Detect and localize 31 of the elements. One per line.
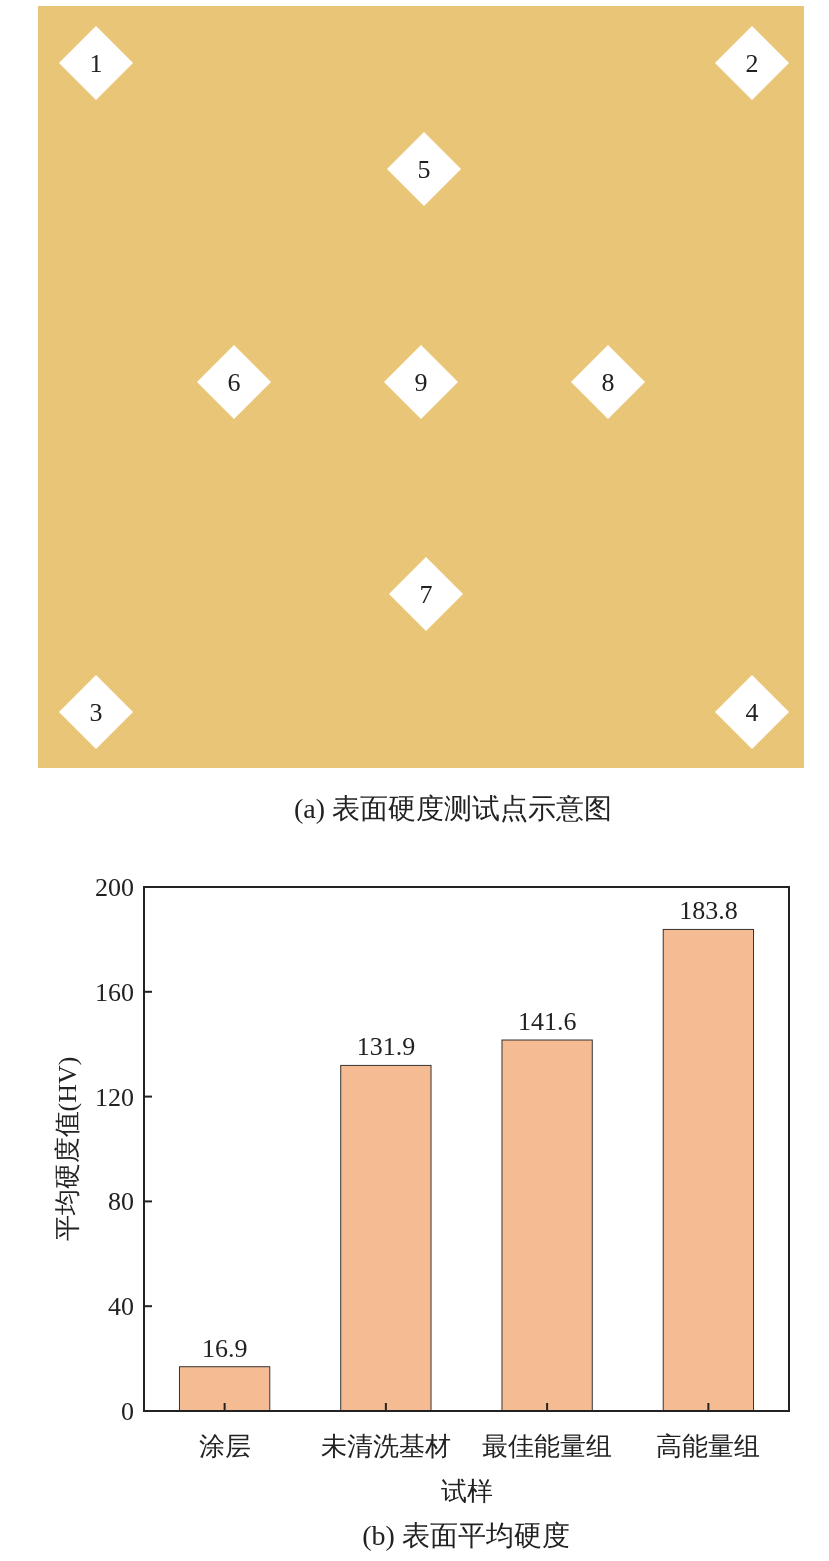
bar — [501, 1039, 593, 1412]
y-tick-label: 160 — [95, 977, 134, 1007]
text: 9 — [414, 368, 428, 397]
text: (b) 表面平均硬度 — [362, 1520, 570, 1551]
data-label: 16.9 — [201, 1333, 248, 1363]
text: (a) 表面硬度测试点示意图 — [293, 793, 613, 824]
bar — [178, 1366, 271, 1412]
text: 5 — [417, 155, 431, 184]
data-label: 183.8 — [679, 896, 738, 926]
text: 7 — [419, 580, 433, 609]
text: 3 — [89, 698, 103, 727]
y-tick-label: 40 — [108, 1292, 134, 1322]
x-tick-label: 未清洗基材 — [320, 1432, 451, 1461]
text: 4 — [745, 698, 759, 727]
bar — [662, 928, 755, 1412]
data-label: 141.6 — [517, 1007, 577, 1037]
text: 6 — [227, 368, 241, 397]
y-tick-label: 80 — [108, 1187, 134, 1217]
text: 2 — [745, 49, 759, 78]
y-tick-label: 120 — [95, 1082, 134, 1112]
x-tick-label: 最佳能量组 — [482, 1432, 613, 1461]
text: 8 — [601, 368, 615, 397]
bar — [340, 1064, 432, 1412]
x-axis-title: 试样 — [440, 1477, 493, 1506]
text: 1 — [89, 49, 103, 78]
y-axis-title: 平均硬度值(HV) — [53, 1056, 82, 1242]
y-tick-label: 0 — [121, 1397, 134, 1426]
data-label: 131.9 — [356, 1032, 416, 1062]
x-tick-label: 涂层 — [198, 1432, 251, 1461]
x-tick-label: 高能量组 — [656, 1432, 761, 1461]
y-tick-label: 200 — [95, 873, 134, 902]
